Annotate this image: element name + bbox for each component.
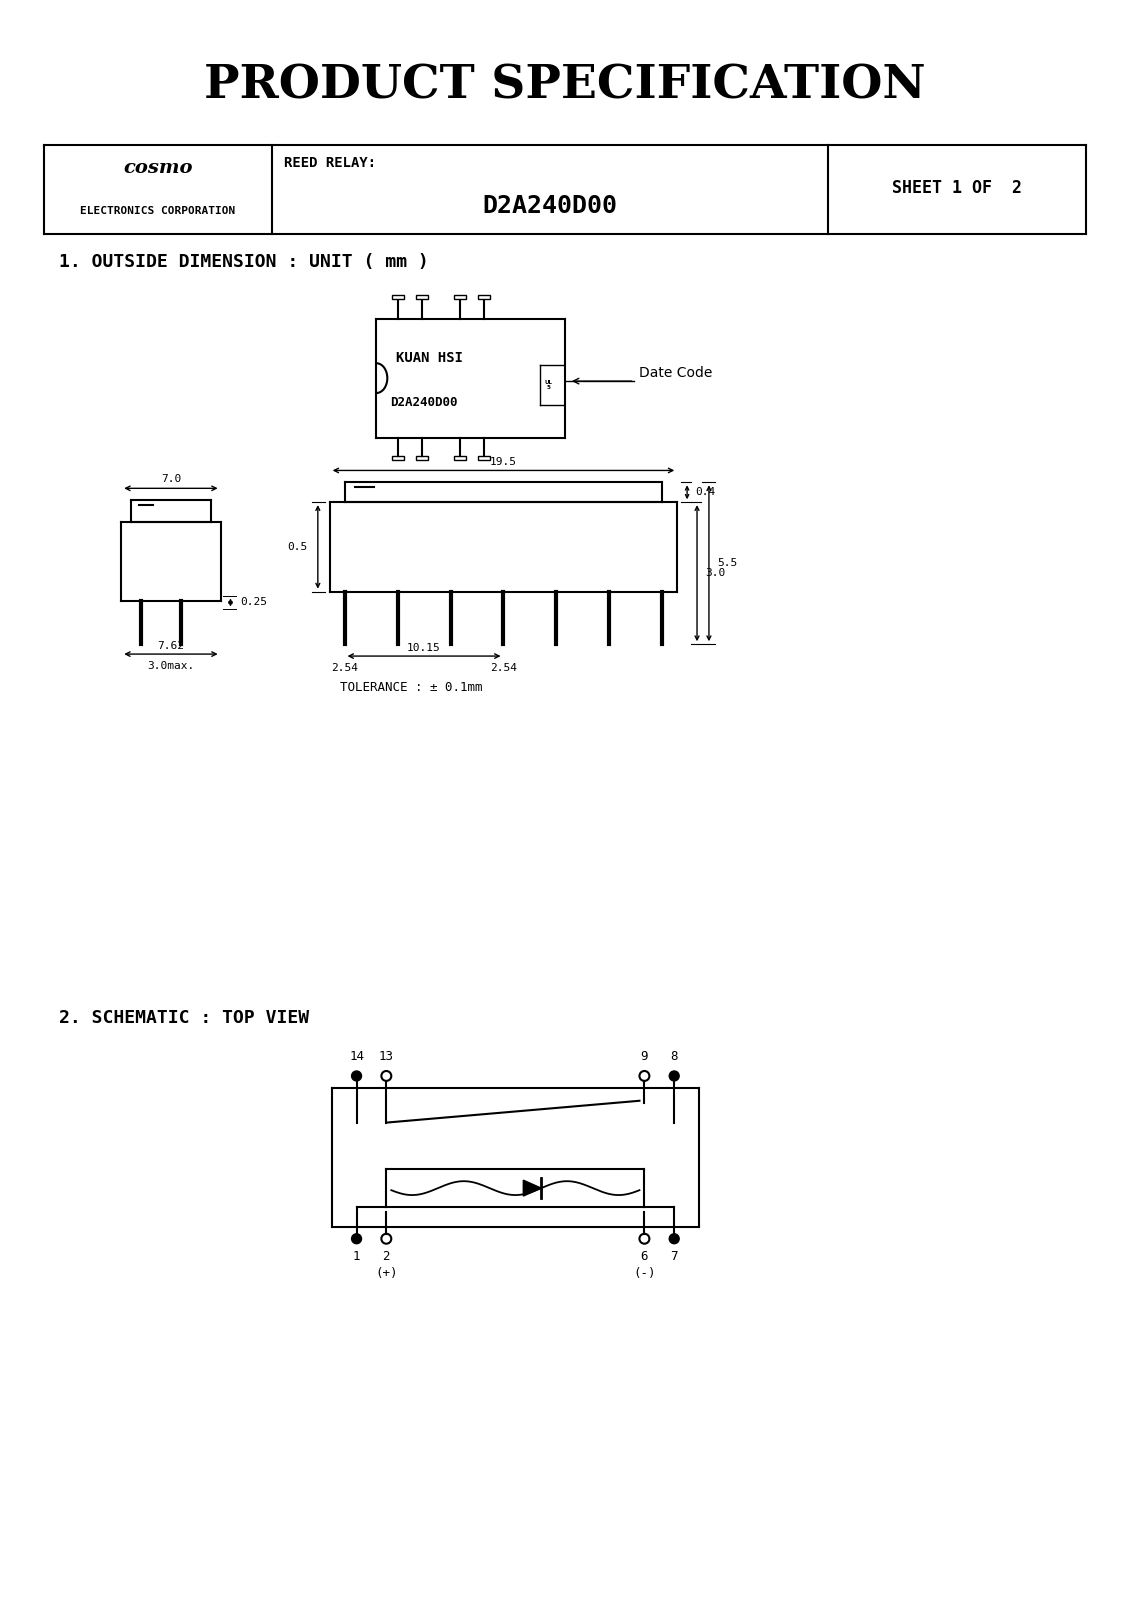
Text: cosmo: cosmo [123,158,192,176]
Bar [416,456,428,459]
Text: PRODUCT SPECIFICATION: PRODUCT SPECIFICATION [205,62,926,109]
Text: 1. OUTSIDE DIMENSION : UNIT ( mm ): 1. OUTSIDE DIMENSION : UNIT ( mm ) [59,253,429,270]
Text: (+): (+) [375,1267,398,1280]
Text: 10.15: 10.15 [407,643,441,653]
Text: REED RELAY:: REED RELAY: [284,155,377,170]
Bar [392,294,404,299]
Text: 0.4: 0.4 [696,488,715,498]
Text: 14: 14 [349,1050,364,1062]
Text: 6: 6 [640,1250,648,1262]
Bar [477,456,490,459]
Text: 8: 8 [671,1050,677,1062]
Text: SHEET 1 OF  2: SHEET 1 OF 2 [892,179,1022,197]
Text: 1: 1 [353,1250,361,1262]
Text: 5.5: 5.5 [717,558,737,568]
Circle shape [352,1070,362,1082]
Circle shape [670,1234,679,1243]
Text: Date Code: Date Code [639,366,713,381]
Text: UL
5: UL 5 [544,379,552,390]
Text: (-): (-) [633,1267,656,1280]
Text: 2.54: 2.54 [490,662,517,674]
Text: ELECTRONICS CORPORATION: ELECTRONICS CORPORATION [80,206,235,216]
Text: 7.62: 7.62 [157,642,184,651]
Text: 9: 9 [640,1050,648,1062]
Text: 19.5: 19.5 [490,456,517,467]
Text: 2: 2 [382,1250,390,1262]
Text: 7.0: 7.0 [161,474,181,485]
Circle shape [670,1070,679,1082]
Bar [477,294,490,299]
Text: 3.0max.: 3.0max. [147,661,195,670]
Text: 7: 7 [671,1250,677,1262]
Text: D2A240D00: D2A240D00 [390,397,458,410]
Circle shape [352,1234,362,1243]
Bar [416,294,428,299]
Text: 0.25: 0.25 [241,597,267,608]
Bar [454,294,466,299]
Text: KUAN HSI: KUAN HSI [396,352,464,365]
Text: 13: 13 [379,1050,394,1062]
Text: 2.54: 2.54 [331,662,359,674]
Bar [454,456,466,459]
Text: 3.0: 3.0 [705,568,725,578]
Text: 0.5: 0.5 [287,542,308,552]
Text: 2. SCHEMATIC : TOP VIEW: 2. SCHEMATIC : TOP VIEW [59,1010,309,1027]
Text: D2A240D00: D2A240D00 [483,195,618,219]
Bar [392,456,404,459]
Polygon shape [524,1181,541,1197]
Text: TOLERANCE : ± 0.1mm: TOLERANCE : ± 0.1mm [339,682,482,694]
